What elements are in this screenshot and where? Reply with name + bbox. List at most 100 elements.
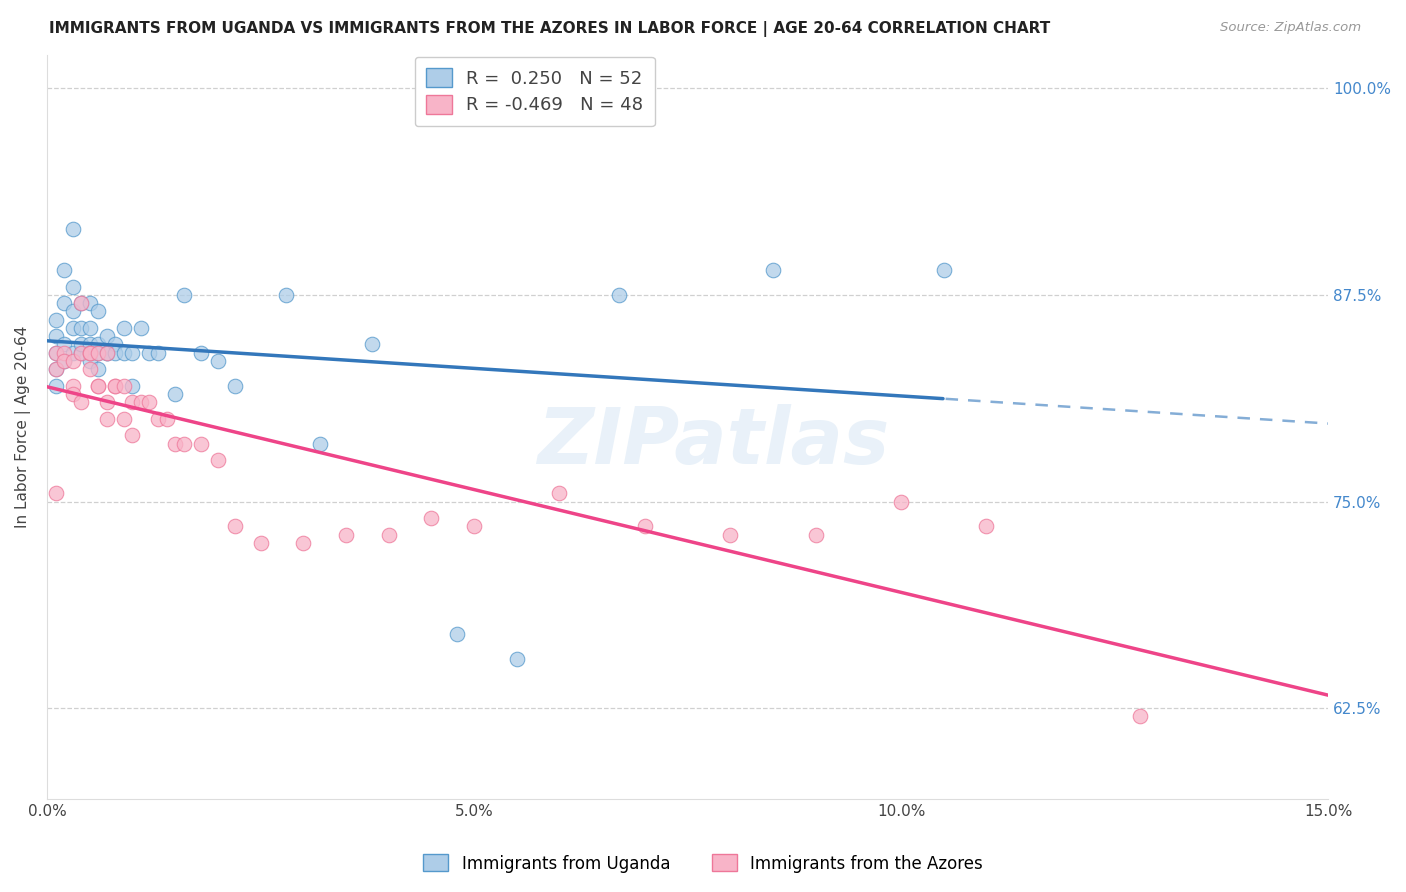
Point xyxy=(44,345,66,359)
Point xyxy=(44,312,66,326)
Point xyxy=(121,379,143,393)
Point xyxy=(890,494,912,508)
Point xyxy=(173,436,195,450)
Point xyxy=(420,511,443,525)
Point xyxy=(53,345,76,359)
Point xyxy=(104,379,127,393)
Point xyxy=(112,321,135,335)
Point xyxy=(506,651,529,665)
Point xyxy=(207,354,229,368)
Point xyxy=(44,362,66,376)
Point xyxy=(44,379,66,393)
Point xyxy=(62,304,84,318)
Point xyxy=(138,345,160,359)
Point xyxy=(165,387,187,401)
Point xyxy=(634,519,657,533)
Y-axis label: In Labor Force | Age 20-64: In Labor Force | Age 20-64 xyxy=(15,326,31,528)
Point xyxy=(173,288,195,302)
Point xyxy=(146,345,169,359)
Point xyxy=(79,296,101,310)
Point xyxy=(190,436,212,450)
Text: Source: ZipAtlas.com: Source: ZipAtlas.com xyxy=(1220,21,1361,34)
Point xyxy=(44,362,66,376)
Point xyxy=(224,519,246,533)
Point xyxy=(446,627,468,641)
Point xyxy=(104,379,127,393)
Point xyxy=(44,329,66,343)
Point xyxy=(96,412,118,426)
Point xyxy=(70,296,93,310)
Point xyxy=(53,337,76,351)
Point xyxy=(79,321,101,335)
Text: IMMIGRANTS FROM UGANDA VS IMMIGRANTS FROM THE AZORES IN LABOR FORCE | AGE 20-64 : IMMIGRANTS FROM UGANDA VS IMMIGRANTS FRO… xyxy=(49,21,1050,37)
Point xyxy=(129,321,152,335)
Point xyxy=(207,453,229,467)
Point xyxy=(87,337,110,351)
Point xyxy=(62,379,84,393)
Point xyxy=(121,345,143,359)
Point xyxy=(762,263,785,277)
Point xyxy=(79,362,101,376)
Point xyxy=(79,345,101,359)
Legend: R =  0.250   N = 52, R = -0.469   N = 48: R = 0.250 N = 52, R = -0.469 N = 48 xyxy=(415,57,655,126)
Point xyxy=(70,321,93,335)
Point xyxy=(138,395,160,409)
Point xyxy=(932,263,955,277)
Point xyxy=(377,527,399,541)
Point xyxy=(112,345,135,359)
Point xyxy=(607,288,630,302)
Point xyxy=(292,536,315,550)
Point xyxy=(62,387,84,401)
Point xyxy=(87,379,110,393)
Point xyxy=(70,337,93,351)
Point xyxy=(463,519,485,533)
Point xyxy=(1129,709,1152,723)
Point xyxy=(249,536,271,550)
Point xyxy=(53,354,76,368)
Point xyxy=(96,395,118,409)
Point xyxy=(70,345,93,359)
Point xyxy=(44,345,66,359)
Point xyxy=(104,337,127,351)
Point xyxy=(70,296,93,310)
Point xyxy=(53,263,76,277)
Point xyxy=(70,345,93,359)
Point xyxy=(309,436,332,450)
Point xyxy=(548,486,571,500)
Point xyxy=(96,345,118,359)
Point xyxy=(62,279,84,293)
Text: ZIPatlas: ZIPatlas xyxy=(537,404,890,480)
Point xyxy=(70,395,93,409)
Point xyxy=(79,337,101,351)
Point xyxy=(104,345,127,359)
Point xyxy=(79,345,101,359)
Point xyxy=(87,379,110,393)
Point xyxy=(155,412,177,426)
Point xyxy=(87,362,110,376)
Point xyxy=(79,354,101,368)
Point xyxy=(96,345,118,359)
Point xyxy=(62,321,84,335)
Point xyxy=(53,354,76,368)
Point xyxy=(224,379,246,393)
Point xyxy=(87,345,110,359)
Point xyxy=(804,527,827,541)
Point xyxy=(62,345,84,359)
Point xyxy=(276,288,298,302)
Point xyxy=(112,379,135,393)
Point xyxy=(718,527,741,541)
Point xyxy=(146,412,169,426)
Point xyxy=(44,486,66,500)
Point xyxy=(121,428,143,442)
Point xyxy=(87,345,110,359)
Point xyxy=(129,395,152,409)
Point xyxy=(112,412,135,426)
Point xyxy=(96,329,118,343)
Point xyxy=(62,221,84,235)
Point xyxy=(335,527,357,541)
Point xyxy=(53,296,76,310)
Point xyxy=(62,354,84,368)
Point xyxy=(190,345,212,359)
Point xyxy=(165,436,187,450)
Point xyxy=(96,345,118,359)
